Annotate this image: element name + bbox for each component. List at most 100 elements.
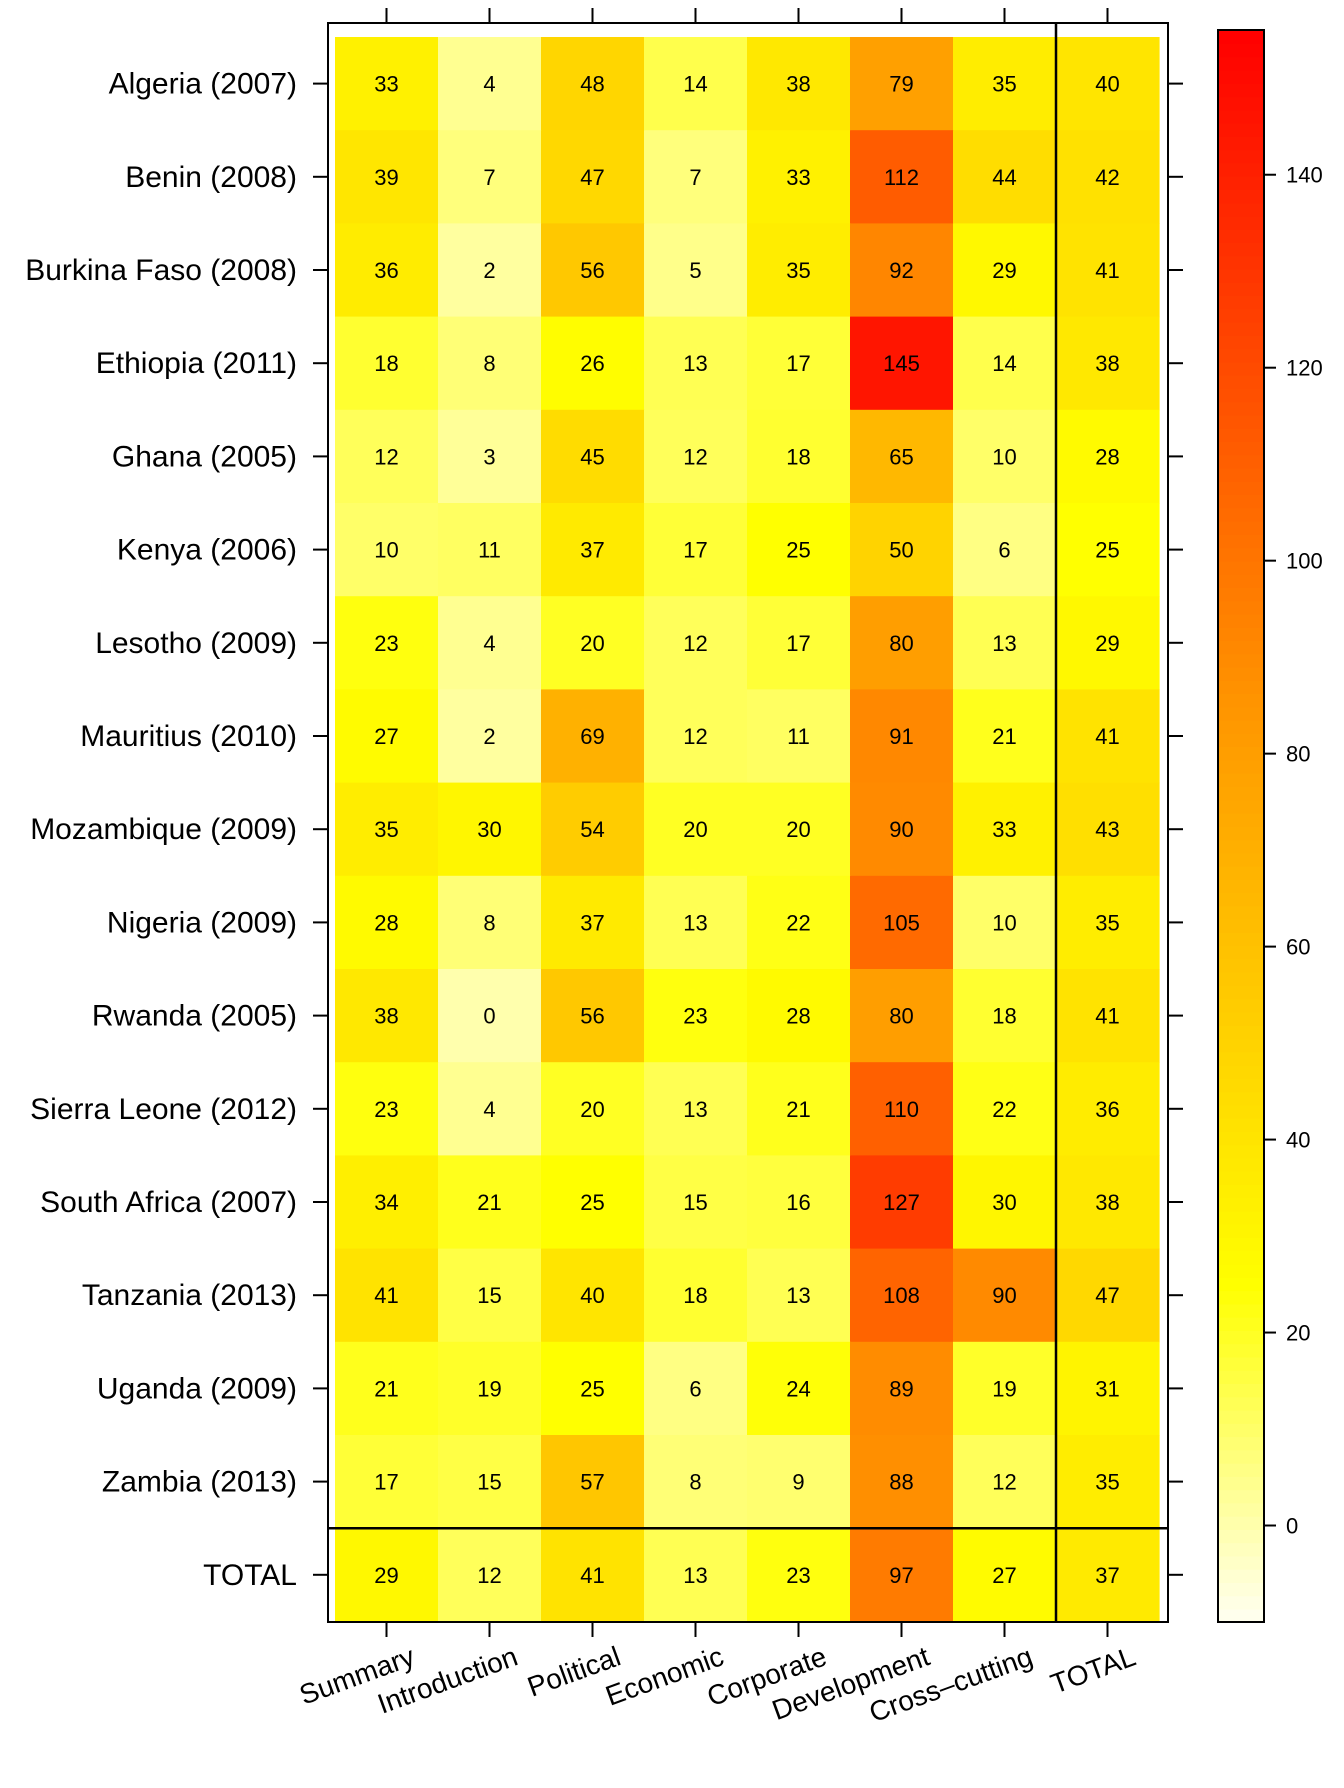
colorbar-segment xyxy=(1218,971,1264,986)
heatmap-cell xyxy=(747,689,851,784)
cell-value-label: 21 xyxy=(374,1376,398,1401)
colorbar-tick-label: 120 xyxy=(1286,356,1323,381)
cell-value-label: 89 xyxy=(889,1376,913,1401)
colorbar-segment xyxy=(1218,613,1264,628)
row-label: Benin (2008) xyxy=(125,161,297,194)
colorbar-segment xyxy=(1218,1595,1264,1610)
heatmap-cell xyxy=(850,1341,954,1436)
heatmap-cell xyxy=(438,1248,542,1343)
cell-value-label: 108 xyxy=(883,1283,920,1308)
heatmap-cell xyxy=(438,409,542,504)
colorbar-segment xyxy=(1218,1423,1264,1438)
heatmap-cell xyxy=(644,316,748,411)
colorbar-segment xyxy=(1218,1197,1264,1212)
heatmap-cell xyxy=(1056,1155,1160,1250)
colorbar-segment xyxy=(1218,680,1264,695)
heatmap-cell xyxy=(541,503,645,597)
cell-value-label: 34 xyxy=(374,1190,398,1215)
colorbar-segment xyxy=(1218,998,1264,1013)
row-label: Ethiopia (2011) xyxy=(96,347,297,380)
colorbar-segment xyxy=(1218,1369,1264,1384)
colorbar-segment xyxy=(1218,1277,1264,1292)
colorbar-segment xyxy=(1218,441,1264,456)
cell-value-label: 29 xyxy=(1095,631,1119,656)
cell-value-label: 33 xyxy=(786,165,810,190)
colorbar-segment xyxy=(1218,865,1264,880)
colorbar-segment xyxy=(1218,640,1264,655)
cell-value-label: 9 xyxy=(792,1470,804,1495)
cell-value-label: 21 xyxy=(992,724,1016,749)
cell-value-label: 15 xyxy=(683,1190,707,1215)
heatmap-cell xyxy=(1056,596,1160,690)
colorbar-segment xyxy=(1218,1104,1264,1119)
heatmap-cell xyxy=(438,1435,542,1529)
heatmap-cell xyxy=(644,37,748,131)
colorbar-segment xyxy=(1218,653,1264,668)
colorbar-tick-label: 40 xyxy=(1286,1128,1310,1153)
heatmap-cell xyxy=(953,37,1057,131)
heatmap-cell xyxy=(1056,316,1160,411)
cell-value-label: 38 xyxy=(374,1004,398,1029)
heatmap-cell xyxy=(850,875,954,970)
heatmap-cell xyxy=(541,1248,645,1343)
heatmap-cell xyxy=(953,1341,1057,1436)
colorbar-segment xyxy=(1218,83,1264,98)
cell-value-label: 29 xyxy=(992,258,1016,283)
cell-value-label: 12 xyxy=(374,444,398,469)
colorbar-segment xyxy=(1218,852,1264,867)
colorbar-segment xyxy=(1218,189,1264,204)
heatmap-cell xyxy=(747,223,851,318)
colorbar-segment xyxy=(1218,122,1264,137)
heatmap-cell xyxy=(747,1341,851,1436)
cell-value-label: 25 xyxy=(580,1376,604,1401)
colorbar-tick-label: 60 xyxy=(1286,935,1310,960)
heatmap-cell xyxy=(953,316,1057,411)
heatmap-cell xyxy=(1056,37,1160,131)
heatmap-cell xyxy=(541,1062,645,1156)
colorbar-segment xyxy=(1218,812,1264,827)
heatmap-cell xyxy=(747,1528,851,1622)
colorbar-tick-label: 0 xyxy=(1286,1514,1298,1539)
cell-value-label: 69 xyxy=(580,724,604,749)
cell-value-label: 97 xyxy=(889,1563,913,1588)
heatmap-cell xyxy=(1056,503,1160,597)
heatmap-cell xyxy=(438,503,542,597)
colorbar-segment xyxy=(1218,985,1264,1000)
cell-value-label: 25 xyxy=(786,538,810,563)
heatmap-cell xyxy=(644,1062,748,1156)
heatmap-cell xyxy=(438,969,542,1063)
heatmap-cell xyxy=(953,875,1057,970)
heatmap-cell xyxy=(850,1528,954,1622)
cell-value-label: 41 xyxy=(1095,258,1119,283)
cell-value-label: 37 xyxy=(580,910,604,935)
cell-value-label: 28 xyxy=(374,910,398,935)
colorbar-segment xyxy=(1218,242,1264,257)
heatmap-cell xyxy=(747,1435,851,1529)
colorbar-segment xyxy=(1218,560,1264,575)
heatmap-cell xyxy=(1056,875,1160,970)
heatmap-cell xyxy=(541,689,645,784)
row-label: Mozambique (2009) xyxy=(30,813,297,846)
colorbar-segment xyxy=(1218,958,1264,973)
colorbar-segment xyxy=(1218,69,1264,84)
heatmap-cell xyxy=(541,1435,645,1529)
heatmap-cell xyxy=(953,130,1057,224)
heatmap-cell xyxy=(541,409,645,504)
cell-value-label: 56 xyxy=(580,258,604,283)
heatmap-cell xyxy=(747,875,851,970)
colorbar-segment xyxy=(1218,1462,1264,1477)
heatmap-cell xyxy=(644,1528,748,1622)
heatmap-cell xyxy=(541,316,645,411)
row-label: Kenya (2006) xyxy=(117,534,297,567)
cell-value-label: 8 xyxy=(483,910,495,935)
colorbar-segment xyxy=(1218,1117,1264,1132)
colorbar-segment xyxy=(1218,945,1264,960)
cell-value-label: 22 xyxy=(992,1097,1016,1122)
heatmap-cell xyxy=(953,1155,1057,1250)
colorbar-segment xyxy=(1218,149,1264,164)
colorbar-segment xyxy=(1218,1237,1264,1252)
heatmap-cell xyxy=(438,1155,542,1250)
heatmap-cell xyxy=(953,1528,1057,1622)
colorbar-segment xyxy=(1218,1184,1264,1199)
colorbar-segment xyxy=(1218,454,1264,469)
